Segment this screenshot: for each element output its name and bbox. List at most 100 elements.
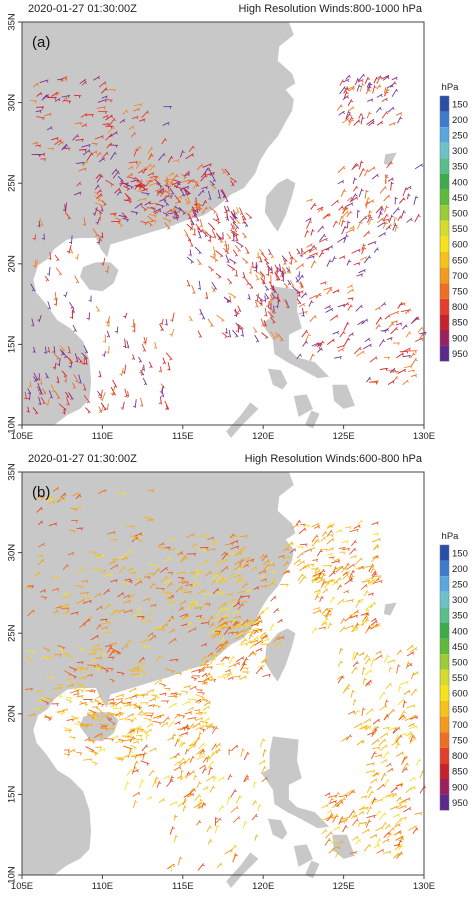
wind-barb — [169, 172, 174, 177]
wind-barb-flag — [129, 697, 132, 700]
wind-barb-flag — [86, 592, 89, 596]
wind-barb-flag — [99, 746, 102, 750]
wind-barb-flag — [378, 624, 381, 627]
wind-barb-flag — [179, 209, 181, 212]
wind-barb-flag — [205, 207, 209, 210]
wind-barb-flag — [380, 94, 383, 98]
wind-barb-flag — [171, 618, 174, 621]
wind-barb-flag — [67, 749, 70, 753]
wind-barb — [202, 786, 209, 791]
legend-swatch — [440, 685, 449, 701]
wind-barb — [228, 664, 237, 668]
wind-barb — [338, 215, 343, 226]
wind-barb — [95, 173, 101, 179]
wind-barb-flag — [179, 767, 182, 770]
wind-barb-flag — [274, 596, 277, 599]
legend-level-label: 450 — [452, 642, 468, 653]
wind-barb — [352, 661, 358, 667]
wind-barb-flag — [285, 286, 288, 289]
wind-barb-flag — [32, 610, 35, 613]
wind-barb-flag — [387, 832, 391, 835]
wind-barb-flag — [195, 584, 198, 587]
wind-barb-flag — [73, 329, 76, 332]
wind-barb-flag — [193, 572, 195, 575]
wind-barb — [312, 627, 317, 634]
wind-barb-flag — [82, 568, 86, 571]
wind-barb-flag — [168, 688, 170, 691]
wind-barb — [72, 382, 76, 389]
wind-barb — [220, 580, 227, 584]
wind-barb-flag — [388, 357, 390, 360]
wind-barb — [314, 342, 321, 347]
wind-barb — [325, 831, 333, 839]
wind-barb-flag — [266, 656, 269, 659]
wind-barb — [94, 135, 104, 140]
wind-barb-flag — [47, 307, 51, 310]
wind-barb-flag — [341, 566, 344, 570]
wind-barb-flag — [304, 576, 307, 579]
wind-barb-flag — [168, 580, 171, 584]
wind-barb — [410, 374, 418, 377]
wind-barb-flag — [212, 786, 216, 789]
wind-barb-flag — [149, 164, 152, 167]
wind-barb — [130, 744, 137, 749]
wind-barb-flag — [135, 161, 138, 165]
wind-barb-flag — [224, 602, 228, 605]
wind-barb — [194, 709, 201, 712]
wind-barb-flag — [369, 670, 373, 673]
wind-barb — [182, 700, 191, 706]
wind-barb — [141, 110, 149, 118]
wind-barb — [384, 205, 388, 213]
wind-barb-flag — [412, 723, 415, 727]
wind-barb-flag — [110, 184, 113, 187]
wind-barb-flag — [88, 619, 91, 622]
wind-barb-flag — [415, 689, 418, 692]
wind-barb-flag — [220, 255, 222, 258]
wind-barb-flag — [95, 234, 98, 237]
wind-barb — [287, 279, 292, 285]
wind-barb-flag — [324, 532, 328, 535]
legend-swatch — [440, 189, 449, 206]
wind-barb-flag — [66, 395, 69, 399]
wind-barb-flag — [153, 583, 156, 586]
wind-barb-flag — [345, 819, 348, 822]
wind-barb-flag — [52, 501, 56, 504]
wind-barb-flag — [346, 817, 349, 821]
wind-barb-flag — [89, 600, 92, 604]
wind-barb-flag — [273, 291, 276, 294]
wind-barb-flag — [198, 208, 201, 212]
wind-barb-flag — [112, 699, 115, 702]
wind-barb-flag — [196, 581, 199, 584]
wind-barb — [251, 261, 254, 269]
wind-barb — [278, 554, 285, 558]
legend-level-label: 400 — [452, 626, 468, 637]
wind-barb-flag — [130, 770, 134, 773]
wind-barb-flag — [192, 233, 196, 236]
wind-barb — [198, 751, 205, 757]
wind-barb-flag — [356, 626, 359, 629]
wind-barb — [240, 662, 246, 672]
wind-barb-flag — [404, 805, 407, 809]
wind-barb — [76, 181, 81, 187]
wind-barb-flag — [269, 268, 271, 272]
wind-barb — [174, 814, 176, 821]
wind-barb-flag — [95, 752, 97, 756]
wind-barb — [116, 326, 119, 334]
wind-barb — [253, 781, 255, 789]
lat-tick-label: 30N — [7, 94, 18, 112]
wind-barb-flag — [371, 593, 374, 596]
wind-barb-flag — [66, 565, 69, 568]
wind-barb-flag — [131, 714, 134, 717]
wind-barb-flag — [399, 853, 402, 856]
wind-barb — [337, 236, 346, 243]
wind-barb-flag — [192, 724, 195, 727]
wind-barb — [154, 776, 157, 784]
lon-tick-label: 130E — [413, 881, 435, 892]
wind-barb — [54, 98, 61, 102]
wind-barb — [55, 606, 63, 609]
wind-barb-flag — [345, 207, 348, 210]
wind-barb-flag — [113, 532, 116, 535]
wind-barb-flag — [396, 377, 399, 380]
wind-barb — [406, 731, 412, 737]
wind-barb-flag — [159, 626, 162, 630]
